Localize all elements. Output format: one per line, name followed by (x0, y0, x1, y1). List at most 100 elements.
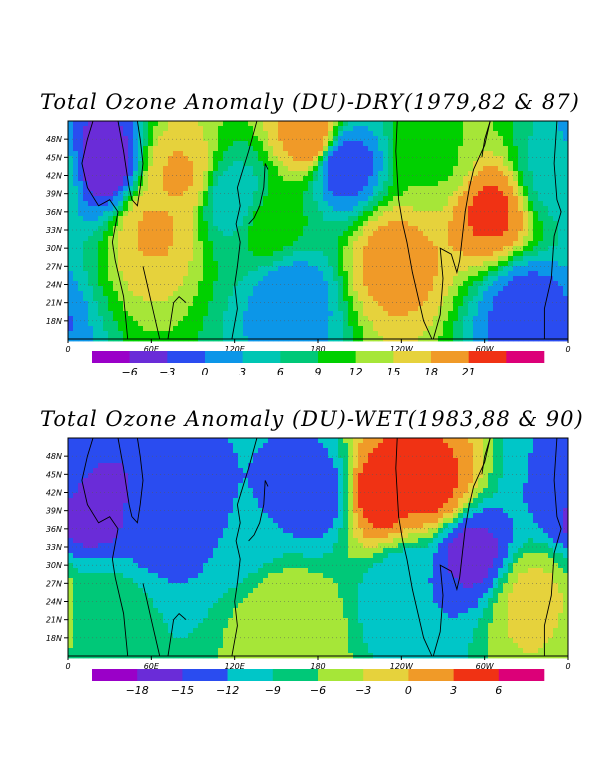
field-cell (163, 131, 169, 137)
field-cell (68, 251, 74, 257)
field-cell (363, 226, 369, 232)
field-cell (293, 271, 299, 277)
field-cell (168, 131, 174, 137)
field-cell (233, 201, 239, 207)
field-cell (453, 301, 459, 307)
field-cell (303, 191, 309, 197)
field-cell (68, 503, 74, 509)
field-cell (433, 266, 439, 272)
field-cell (273, 331, 279, 337)
field-cell (173, 236, 179, 242)
field-cell (533, 161, 539, 167)
field-cell (218, 231, 224, 237)
field-cell (128, 316, 134, 322)
field-cell (183, 201, 189, 207)
field-cell (253, 201, 259, 207)
field-cell (303, 296, 309, 302)
field-cell (488, 136, 494, 142)
field-cell (338, 236, 344, 242)
field-cell (338, 156, 344, 162)
field-cell (453, 291, 459, 297)
field-cell (418, 316, 424, 322)
field-cell (378, 171, 384, 177)
field-cell (553, 226, 559, 232)
field-cell (393, 211, 399, 217)
field-cell (163, 186, 169, 192)
field-cell (403, 256, 409, 262)
field-cell (248, 161, 254, 167)
field-cell (93, 161, 99, 167)
field-cell (253, 291, 259, 297)
field-cell (413, 146, 419, 152)
field-cell (498, 221, 504, 227)
field-cell (293, 196, 299, 202)
field-cell (178, 151, 184, 157)
field-cell (183, 271, 189, 277)
field-cell (98, 181, 104, 187)
field-cell (93, 508, 99, 514)
field-cell (333, 126, 339, 132)
field-cell (143, 231, 149, 237)
field-cell (308, 156, 314, 162)
field-cell (178, 306, 184, 312)
field-cell (118, 221, 124, 227)
field-cell (543, 261, 549, 267)
field-cell (258, 251, 264, 257)
field-cell (98, 271, 104, 277)
field-cell (473, 271, 479, 277)
field-cell (68, 196, 74, 202)
field-cell (103, 276, 109, 282)
field-cell (498, 131, 504, 137)
field-cell (508, 206, 514, 212)
field-cell (128, 261, 134, 267)
field-cell (228, 121, 234, 127)
field-cell (263, 291, 269, 297)
field-cell (88, 176, 94, 182)
field-cell (313, 196, 319, 202)
field-cell (243, 281, 249, 287)
field-cell (308, 171, 314, 177)
field-cell (153, 226, 159, 232)
field-cell (93, 458, 99, 464)
field-cell (408, 286, 414, 292)
field-cell (108, 613, 114, 619)
field-cell (333, 131, 339, 137)
field-cell (433, 201, 439, 207)
field-cell (148, 241, 154, 247)
field-cell (393, 261, 399, 267)
field-cell (243, 181, 249, 187)
field-cell (358, 196, 364, 202)
field-cell (553, 171, 559, 177)
field-cell (128, 136, 134, 142)
field-cell (488, 266, 494, 272)
field-cell (518, 121, 524, 127)
field-cell (233, 196, 239, 202)
field-cell (98, 453, 104, 459)
field-cell (463, 231, 469, 237)
field-cell (98, 603, 104, 609)
field-cell (278, 151, 284, 157)
field-cell (513, 121, 519, 127)
field-cell (418, 331, 424, 337)
field-cell (108, 141, 114, 147)
field-cell (118, 563, 124, 569)
field-cell (233, 216, 239, 222)
field-cell (463, 256, 469, 262)
field-cell (453, 236, 459, 242)
field-cell (108, 593, 114, 599)
field-cell (263, 226, 269, 232)
field-cell (213, 151, 219, 157)
field-cell (208, 141, 214, 147)
field-cell (548, 301, 554, 307)
field-cell (328, 196, 334, 202)
field-cell (478, 306, 484, 312)
field-cell (483, 171, 489, 177)
field-cell (533, 251, 539, 257)
field-cell (228, 231, 234, 237)
field-cell (138, 151, 144, 157)
field-cell (463, 211, 469, 217)
field-cell (318, 221, 324, 227)
field-cell (548, 166, 554, 172)
field-cell (473, 286, 479, 292)
field-cell (148, 206, 154, 212)
